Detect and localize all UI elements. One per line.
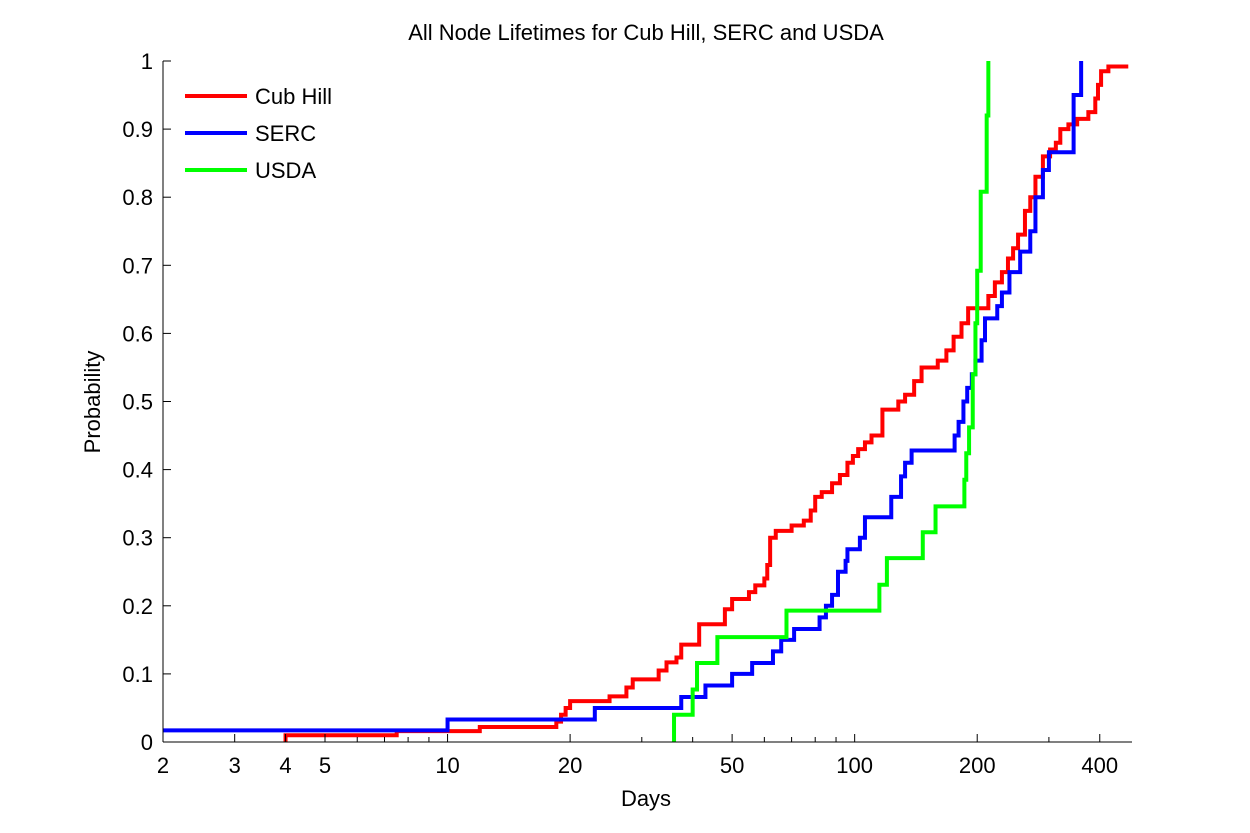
- y-tick-label: 0.1: [122, 662, 153, 687]
- y-tick-label: 0.9: [122, 117, 153, 142]
- y-tick-label: 0.6: [122, 321, 153, 346]
- x-tick-label: 2: [157, 753, 169, 778]
- x-tick-label: 10: [435, 753, 459, 778]
- series-layer: [163, 61, 1129, 742]
- series-line-serc: [163, 61, 1084, 733]
- legend: Cub Hill SERC USDA: [185, 84, 332, 183]
- x-tick-label: 3: [229, 753, 241, 778]
- series-line-usda: [672, 61, 991, 742]
- legend-label: USDA: [255, 158, 316, 183]
- legend-label: SERC: [255, 121, 316, 146]
- ticks: 0 0.1 0.2 0.3 0.4 0.5 0.6 0.7 0.8 0.9 1 2 3 4 5 10 20 50 1…: [122, 49, 1118, 778]
- y-axis-label: Probability: [80, 351, 105, 454]
- y-tick-label: 0.3: [122, 526, 153, 551]
- x-tick-label: 200: [959, 753, 996, 778]
- x-axis-label: Days: [621, 786, 671, 811]
- chart-title: All Node Lifetimes for Cub Hill, SERC an…: [408, 20, 884, 45]
- y-tick-label: 0.5: [122, 390, 153, 415]
- y-tick-label: 0.4: [122, 458, 153, 483]
- y-tick-label: 0.8: [122, 185, 153, 210]
- plot-area: [163, 61, 1129, 742]
- y-tick-label: 0: [141, 730, 153, 755]
- x-tick-label: 4: [279, 753, 291, 778]
- x-tick-label: 50: [720, 753, 744, 778]
- x-tick-label: 100: [836, 753, 873, 778]
- x-tick-label: 20: [558, 753, 582, 778]
- y-tick-label: 0.2: [122, 594, 153, 619]
- y-tick-label: 0.7: [122, 253, 153, 278]
- x-tick-label: 5: [319, 753, 331, 778]
- y-tick-label: 1: [141, 49, 153, 74]
- legend-label: Cub Hill: [255, 84, 332, 109]
- x-tick-label: 400: [1081, 753, 1118, 778]
